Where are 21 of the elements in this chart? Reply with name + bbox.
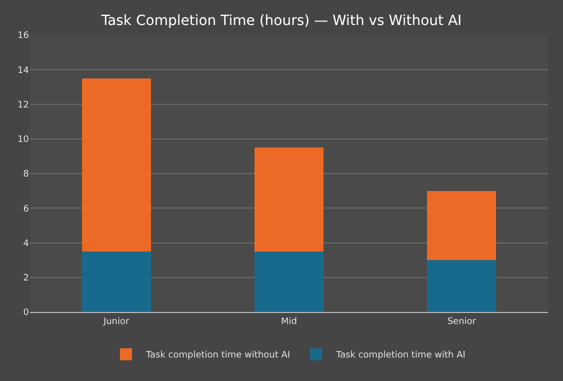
bar <box>427 260 496 312</box>
legend-label: Task completion time with AI <box>335 350 466 361</box>
y-tick-label: 10 <box>18 135 30 146</box>
bar <box>82 78 151 252</box>
legend-label: Task completion time without AI <box>145 350 290 361</box>
y-tick-label: 6 <box>23 204 30 214</box>
y-tick-label: 12 <box>18 100 29 110</box>
chart-title: Task Completion Time (hours) — With vs Without AI <box>100 13 462 30</box>
y-tick-label: 14 <box>18 66 30 76</box>
y-tick-label: 4 <box>23 238 30 249</box>
y-tick-label: 8 <box>23 170 30 180</box>
y-tick-label: 16 <box>18 31 30 42</box>
y-tick-label: 2 <box>23 274 29 284</box>
y-tick-label: 0 <box>23 308 30 318</box>
x-tick-label: Junior <box>102 316 130 327</box>
bar <box>82 251 151 312</box>
bar <box>254 148 324 252</box>
x-tick-label: Mid <box>281 316 297 327</box>
bar <box>254 251 324 312</box>
x-tick-label: Senior <box>447 316 476 327</box>
bar <box>427 190 496 260</box>
